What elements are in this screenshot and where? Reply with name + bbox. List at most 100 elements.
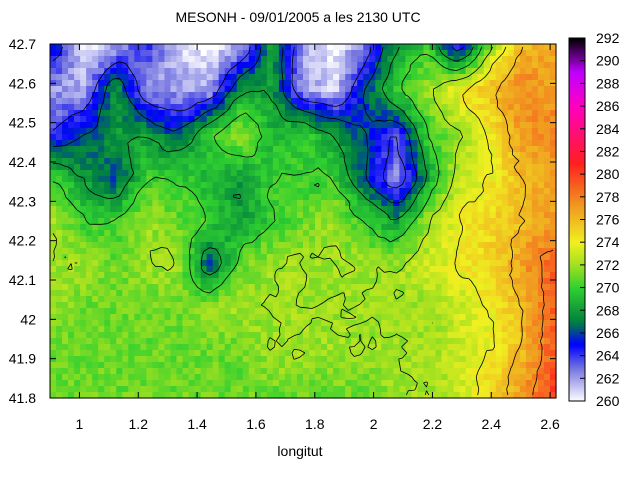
heatmap-cell	[507, 356, 515, 363]
heatmap-cell	[80, 290, 87, 297]
heatmap-cell	[110, 164, 117, 171]
heatmap-cell	[507, 200, 515, 207]
heatmap-cell	[62, 68, 69, 75]
heatmap-cell	[152, 284, 160, 291]
heatmap-cell	[116, 338, 123, 345]
heatmap-cell	[230, 104, 238, 111]
heatmap-cell	[339, 50, 346, 57]
heatmap-cell	[411, 374, 419, 381]
heatmap-cell	[399, 302, 406, 309]
heatmap-cell	[477, 170, 485, 177]
heatmap-cell	[164, 254, 172, 261]
heatmap-cell	[321, 278, 328, 285]
heatmap-cell	[194, 320, 202, 327]
heatmap-cell	[146, 326, 153, 333]
heatmap-cell	[351, 386, 358, 393]
heatmap-cell	[218, 386, 226, 393]
heatmap-cell	[375, 344, 382, 351]
heatmap-cell	[399, 188, 406, 195]
heatmap-cell	[495, 248, 503, 255]
heatmap-cell	[80, 242, 87, 249]
heatmap-cell	[387, 170, 394, 177]
heatmap-cell	[351, 224, 358, 231]
heatmap-cell	[387, 308, 394, 315]
heatmap-cell	[483, 128, 491, 135]
heatmap-cell	[495, 80, 503, 87]
heatmap-cell	[236, 332, 244, 339]
heatmap-cell	[525, 212, 533, 219]
heatmap-cell	[194, 266, 202, 273]
heatmap-cell	[441, 338, 449, 345]
heatmap-cell	[134, 224, 141, 231]
heatmap-cell	[471, 278, 479, 285]
heatmap-cell	[429, 50, 437, 57]
heatmap-cell	[164, 260, 172, 267]
heatmap-cell	[296, 248, 304, 255]
heatmap-cell	[483, 296, 491, 303]
heatmap-cell	[351, 116, 358, 123]
heatmap-cell	[495, 98, 503, 105]
heatmap-cell	[459, 152, 467, 159]
heatmap-cell	[152, 230, 160, 237]
heatmap-cell	[110, 110, 117, 117]
heatmap-cell	[369, 380, 376, 387]
heatmap-cell	[50, 134, 57, 141]
heatmap-cell	[92, 218, 99, 225]
heatmap-cell	[260, 290, 268, 297]
heatmap-cell	[98, 308, 105, 315]
heatmap-cell	[405, 122, 413, 129]
heatmap-cell	[363, 338, 370, 345]
heatmap-cell	[68, 224, 75, 231]
heatmap-cell	[327, 62, 334, 69]
heatmap-cell	[315, 386, 322, 393]
heatmap-cell	[483, 332, 491, 339]
heatmap-cell	[429, 368, 437, 375]
heatmap-cell	[200, 308, 208, 315]
heatmap-cell	[248, 242, 256, 249]
heatmap-cell	[272, 218, 280, 225]
heatmap-cell	[194, 230, 202, 237]
heatmap-cell	[242, 302, 250, 309]
heatmap-cell	[212, 158, 220, 165]
heatmap-cell	[429, 284, 437, 291]
heatmap-cell	[230, 56, 238, 63]
heatmap-cell	[170, 194, 178, 201]
heatmap-cell	[543, 326, 551, 333]
heatmap-cell	[146, 302, 153, 309]
heatmap-cell	[405, 134, 413, 141]
heatmap-cell	[182, 338, 190, 345]
heatmap-cell	[339, 80, 346, 87]
heatmap-cell	[182, 56, 190, 63]
heatmap-cell	[80, 128, 87, 135]
heatmap-cell	[309, 344, 316, 351]
heatmap-cell	[381, 266, 388, 273]
heatmap-cell	[176, 92, 184, 99]
heatmap-cell	[381, 332, 388, 339]
heatmap-cell	[98, 80, 105, 87]
heatmap-cell	[531, 356, 539, 363]
heatmap-cell	[176, 140, 184, 147]
heatmap-cell	[501, 302, 509, 309]
heatmap-cell	[519, 140, 527, 147]
heatmap-cell	[68, 236, 75, 243]
heatmap-cell	[104, 218, 111, 225]
heatmap-cell	[74, 386, 81, 393]
heatmap-cell	[465, 98, 473, 105]
heatmap-cell	[194, 74, 202, 81]
heatmap-cell	[242, 206, 250, 213]
heatmap-cell	[459, 362, 467, 369]
heatmap-cell	[104, 98, 111, 105]
heatmap-cell	[417, 260, 425, 267]
heatmap-cell	[146, 206, 153, 213]
heatmap-cell	[309, 188, 316, 195]
heatmap-cell	[242, 332, 250, 339]
heatmap-cell	[543, 302, 551, 309]
heatmap-cell	[345, 44, 352, 51]
heatmap-cell	[381, 74, 388, 81]
heatmap-cell	[230, 44, 238, 51]
heatmap-cell	[284, 296, 292, 303]
heatmap-cell	[290, 146, 298, 153]
heatmap-cell	[68, 80, 75, 87]
heatmap-cell	[242, 380, 250, 387]
heatmap-cell	[152, 116, 160, 123]
